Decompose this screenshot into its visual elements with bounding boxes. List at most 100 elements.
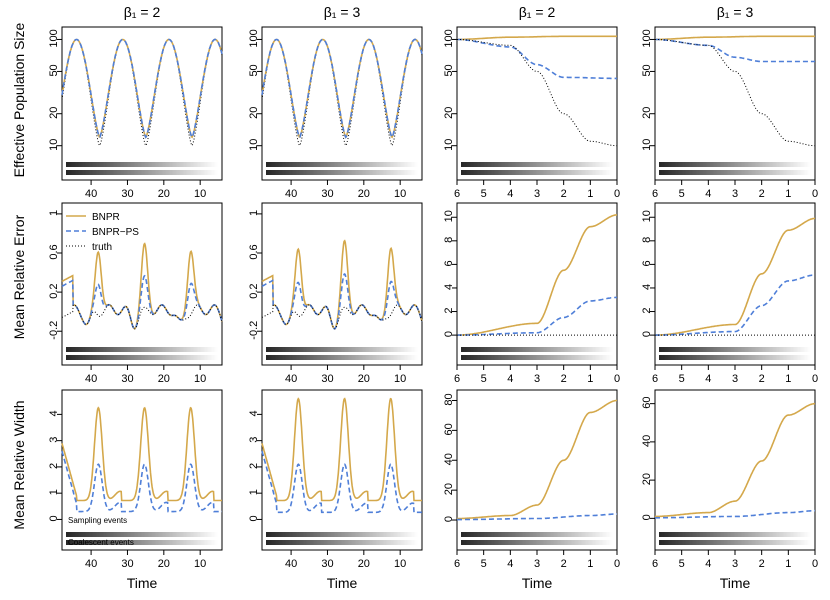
y-tick-label: 50 — [443, 64, 455, 76]
series-bnpr-line — [261, 397, 422, 502]
y-tick-label: 0.6 — [248, 244, 260, 259]
x-tick-label: 30 — [121, 188, 133, 200]
y-tick-label: 10 — [443, 210, 455, 222]
y-tick-label: 0 — [443, 516, 455, 522]
series-bnpr-ps-line — [261, 38, 423, 139]
x-tick-label: 10 — [394, 558, 406, 570]
x-tick-label: 40 — [85, 558, 97, 570]
x-tick-label: 4 — [507, 188, 513, 200]
x-axis-label-col2: Time — [327, 575, 358, 591]
y-tick-label: 0 — [443, 331, 455, 337]
x-tick-label: 0 — [812, 188, 818, 200]
sampling-events-strip — [659, 532, 811, 537]
x-tick-label: 5 — [679, 188, 685, 200]
x-tick-label: 20 — [358, 558, 370, 570]
panel-1-2: 10 20 50 100 40 30 20 10 — [248, 26, 423, 200]
series-bnpr-line — [261, 239, 423, 330]
sampling-events-strip — [266, 347, 418, 352]
panel-3-3: 0 20 40 60 80 6 5 4 3 2 1 0 — [443, 389, 620, 570]
x-tick-label: 6 — [454, 188, 460, 200]
coalescent-events-strip — [66, 355, 218, 360]
y-tick-label: 4 — [641, 284, 653, 290]
x-tick-label: 0 — [812, 373, 818, 385]
y-tick-label: 100 — [248, 29, 260, 47]
series-bnpr-ps-line — [655, 274, 815, 336]
legend-label-truth: truth — [92, 242, 112, 253]
y-tick-label: 3 — [48, 437, 60, 443]
series-bnpr-line — [457, 35, 617, 41]
legend-label-bnpr: BNPR — [92, 212, 120, 223]
x-tick-label: 2 — [759, 558, 765, 570]
y-tick-label: 10 — [641, 139, 653, 151]
panel-frame — [61, 26, 223, 181]
series-bnpr-ps-line — [457, 296, 617, 336]
coalescent-events-strip — [66, 540, 218, 545]
y-tick-label: 50 — [48, 64, 60, 76]
x-tick-label: 0 — [614, 373, 620, 385]
panel-frame — [456, 26, 618, 181]
y-tick-label: 100 — [48, 29, 60, 47]
series-bnpr-line — [457, 399, 617, 520]
x-tick-label: 3 — [732, 558, 738, 570]
y-tick-label: 40 — [443, 453, 455, 465]
x-tick-label: 6 — [652, 558, 658, 570]
sampling-events-strip — [66, 347, 218, 352]
legend-label-bnpr-ps: BNPR−PS — [92, 227, 139, 238]
series-truth-line — [261, 38, 423, 147]
series-bnpr-line — [457, 214, 617, 336]
sampling-events-strip — [659, 162, 811, 167]
x-tick-label: 2 — [561, 188, 567, 200]
y-tick-label: 50 — [248, 64, 260, 76]
y-tick-label: 4 — [48, 410, 60, 416]
x-tick-label: 3 — [732, 373, 738, 385]
y-tick-label: 10 — [248, 139, 260, 151]
x-tick-label: 30 — [321, 188, 333, 200]
x-axis-label-col3: Time — [522, 575, 553, 591]
x-tick-label: 6 — [652, 188, 658, 200]
y-tick-label: 0 — [641, 331, 653, 337]
col-title-2: β₁ = 3 — [324, 4, 361, 20]
panel-frame — [261, 202, 423, 366]
x-tick-label: 2 — [561, 373, 567, 385]
coalescent-events-strip — [659, 355, 811, 360]
y-tick-label: 2 — [248, 463, 260, 469]
series-truth-line — [61, 38, 223, 147]
x-tick-label: 10 — [194, 373, 206, 385]
x-tick-label: 1 — [785, 373, 791, 385]
x-tick-label: 5 — [481, 188, 487, 200]
y-tick-label: 8 — [641, 237, 653, 243]
series-truth-line — [654, 38, 815, 147]
strip-label-coalescent: Coalescent events — [68, 538, 134, 547]
x-tick-label: 20 — [358, 373, 370, 385]
x-tick-label: 1 — [587, 188, 593, 200]
y-tick-label: 6 — [641, 260, 653, 266]
series-bnpr-ps-line — [61, 38, 223, 139]
y-tick-label: 0.6 — [48, 244, 60, 259]
col-title-4: β₁ = 3 — [717, 4, 754, 20]
series-bnpr-ps-line — [61, 274, 223, 330]
sampling-events-strip — [461, 532, 613, 537]
y-tick-label: 20 — [443, 107, 455, 119]
panel-frame — [456, 389, 618, 551]
x-tick-label: 1 — [785, 558, 791, 570]
sampling-events-strip — [659, 347, 811, 352]
coalescent-events-strip — [266, 355, 418, 360]
col-title-3: β₁ = 2 — [519, 4, 556, 20]
panel-frame — [61, 202, 223, 366]
x-tick-label: 5 — [481, 558, 487, 570]
x-tick-label: 3 — [732, 188, 738, 200]
x-axis-label-col1: Time — [127, 575, 158, 591]
y-tick-label: 10 — [641, 210, 653, 222]
y-tick-label: 20 — [48, 107, 60, 119]
series-bnpr-ps-line — [655, 509, 815, 519]
y-tick-label: 0.2 — [248, 283, 260, 298]
y-tick-label: 60 — [443, 423, 455, 435]
x-tick-label: 2 — [759, 373, 765, 385]
sampling-events-strip — [266, 532, 418, 537]
y-tick-label: 20 — [248, 107, 260, 119]
y-tick-label: 1 — [48, 489, 60, 495]
series-bnpr-line — [655, 402, 816, 518]
panel-frame — [261, 26, 423, 181]
